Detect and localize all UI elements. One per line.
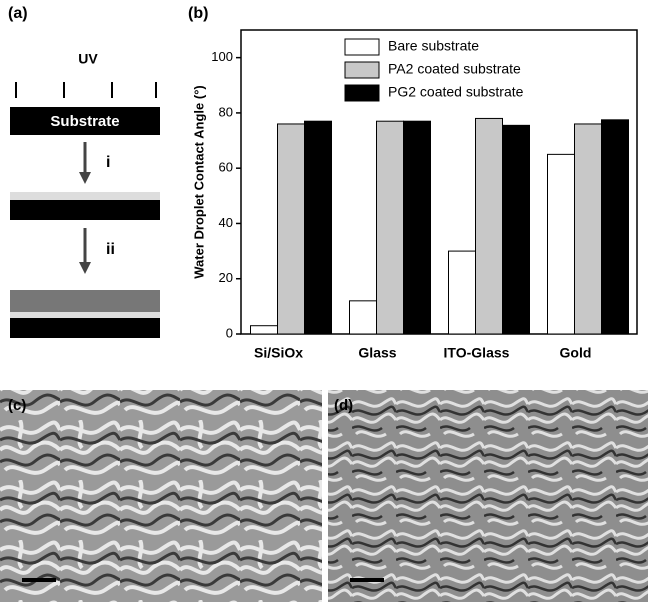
bar [602,120,629,334]
panel-label: (d) [334,397,353,414]
step-label: ii [106,241,115,258]
arrow-head [79,262,91,274]
y-tick-label: 40 [219,215,233,230]
y-tick-label: 80 [219,104,233,119]
bar [251,326,278,334]
coating [10,192,160,200]
y-tick-label: 100 [211,49,233,64]
bar [449,251,476,334]
panel-label: (c) [8,397,26,414]
y-tick-label: 60 [219,160,233,175]
substrate-label: Substrate [50,113,119,130]
micrograph [328,390,648,602]
legend-label: PA2 coated substrate [388,61,521,77]
panel-label: (b) [188,5,208,22]
substrate [10,318,160,338]
x-tick-label: Glass [358,345,396,361]
x-tick-label: Gold [560,345,592,361]
bar [350,301,377,334]
micrograph [0,390,322,602]
bar [305,121,332,334]
panel-label: (a) [8,5,28,22]
legend-label: Bare substrate [388,38,479,54]
legend-swatch [345,39,379,55]
y-tick-label: 0 [226,325,233,340]
coating [10,290,160,312]
substrate [10,200,160,220]
bar [278,124,305,334]
scale-bar [22,578,56,582]
step-label: i [106,154,110,171]
bar [575,124,602,334]
uv-arrows [16,82,156,98]
legend-swatch [345,85,379,101]
legend-swatch [345,62,379,78]
bar [377,121,404,334]
bar [548,154,575,334]
coating [10,312,160,318]
arrow-head [79,172,91,184]
x-tick-label: ITO-Glass [444,345,510,361]
y-tick-label: 20 [219,270,233,285]
figure: (a) UV Substrate i ii (b) Water Droplet … [0,0,648,602]
bar [503,125,530,334]
scale-bar [350,578,384,582]
y-axis-label: Water Droplet Contact Angle (°) [191,85,206,278]
legend-label: PG2 coated substrate [388,84,524,100]
x-tick-label: Si/SiOx [254,345,303,361]
bar [404,121,431,334]
uv-label: UV [78,51,98,67]
bar [476,118,503,334]
